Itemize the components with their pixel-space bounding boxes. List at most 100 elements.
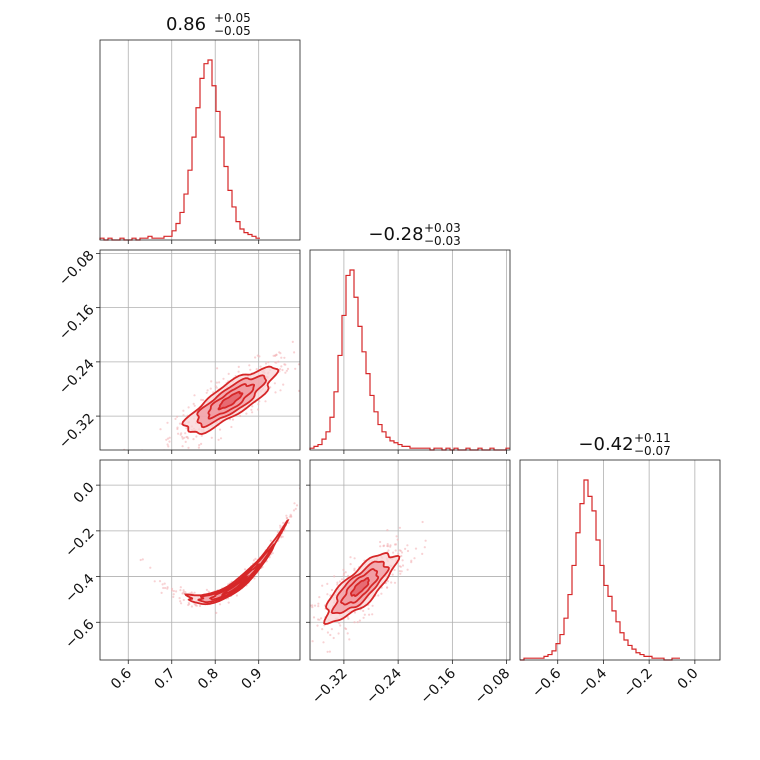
sample-point (272, 354, 275, 357)
sample-point (283, 356, 286, 359)
sample-point (209, 387, 212, 390)
sample-point (271, 552, 274, 555)
sample-point (333, 575, 336, 578)
sample-point (336, 402, 338, 404)
x-tick-label: 0.7 (152, 666, 179, 693)
sample-point (353, 557, 356, 560)
sample-point (368, 613, 371, 616)
sample-point (273, 382, 276, 385)
sample-point (377, 594, 380, 597)
sample-point (217, 438, 220, 441)
sample-point (193, 591, 196, 594)
sample-point (190, 591, 193, 594)
sample-point (176, 426, 179, 429)
sample-point (282, 521, 285, 525)
sample-point (179, 600, 182, 603)
sample-point (164, 586, 167, 590)
y-tick-label: −0.4 (62, 571, 97, 606)
sample-point (329, 633, 332, 637)
sample-point (227, 372, 230, 375)
sample-point (254, 557, 257, 561)
pair-panel-0-1 (123, 340, 300, 450)
sample-point (198, 444, 201, 447)
sample-point (326, 650, 329, 653)
sample-point (259, 365, 262, 368)
sample-point (185, 435, 188, 439)
sample-point (182, 414, 185, 417)
x-tick-label: −0.4 (575, 665, 610, 700)
sample-point (230, 425, 233, 429)
sample-point (218, 603, 222, 606)
sample-point (193, 394, 196, 397)
sample-point (303, 490, 305, 492)
sample-point (362, 609, 365, 613)
sample-point (166, 587, 169, 590)
density-contour (349, 576, 370, 597)
sample-point (371, 604, 374, 607)
sample-point (328, 650, 331, 653)
sample-point (198, 604, 202, 608)
sample-point (311, 469, 313, 471)
sample-point (215, 611, 218, 615)
sample-point (210, 436, 213, 439)
sample-point (393, 543, 397, 546)
panel-frame (309, 249, 511, 451)
sample-point (294, 367, 297, 370)
sample-point (321, 628, 324, 631)
hist-panel-1-grid (343, 250, 508, 450)
sample-point (292, 663, 294, 665)
sample-point (421, 520, 424, 524)
sample-point (410, 561, 413, 564)
sample-point (178, 422, 182, 425)
sample-point (200, 398, 203, 401)
sample-point (252, 559, 255, 562)
sample-point (293, 351, 296, 354)
param-title-1: −0.28 (368, 224, 423, 245)
sample-point (326, 593, 329, 596)
sample-point (379, 540, 382, 544)
pair-panel-0-2 (139, 402, 338, 615)
sample-point (172, 595, 175, 599)
sample-point (311, 465, 313, 467)
sample-point (387, 549, 390, 552)
sample-point (200, 442, 203, 445)
sample-point (243, 568, 247, 571)
sample-point (337, 632, 340, 635)
sample-point (340, 578, 344, 581)
sample-point (400, 570, 403, 573)
histogram-0 (99, 59, 260, 241)
panel-frame (519, 459, 721, 661)
sample-point (424, 539, 427, 542)
sample-point (267, 361, 270, 364)
sample-point (306, 646, 308, 648)
sample-point (396, 538, 399, 541)
sample-point (280, 356, 283, 359)
sample-point (179, 589, 182, 592)
y-tick-label: −0.16 (56, 302, 98, 344)
sample-point (257, 403, 260, 406)
x-tick-label: −0.16 (418, 665, 460, 707)
sample-point (371, 613, 374, 616)
param-title-minus-0: −0.05 (214, 24, 251, 38)
sample-point (160, 591, 163, 595)
sample-point (393, 581, 397, 584)
sample-point (279, 368, 282, 371)
pair-panel-grid (100, 250, 300, 450)
sample-point (358, 619, 361, 622)
pair-panel-1-2 (292, 520, 427, 665)
sample-point (311, 477, 313, 479)
sample-point (258, 400, 261, 403)
sample-point (311, 604, 314, 607)
sample-point (167, 445, 170, 448)
sample-point (398, 549, 401, 552)
sample-point (332, 636, 335, 640)
sample-point (170, 587, 174, 590)
sample-point (268, 556, 271, 559)
sample-point (293, 502, 296, 505)
sample-point (201, 398, 205, 402)
sample-point (237, 370, 240, 373)
sample-point (414, 547, 418, 550)
sample-point (184, 432, 187, 435)
sample-point (159, 428, 162, 431)
sample-point (179, 586, 182, 589)
